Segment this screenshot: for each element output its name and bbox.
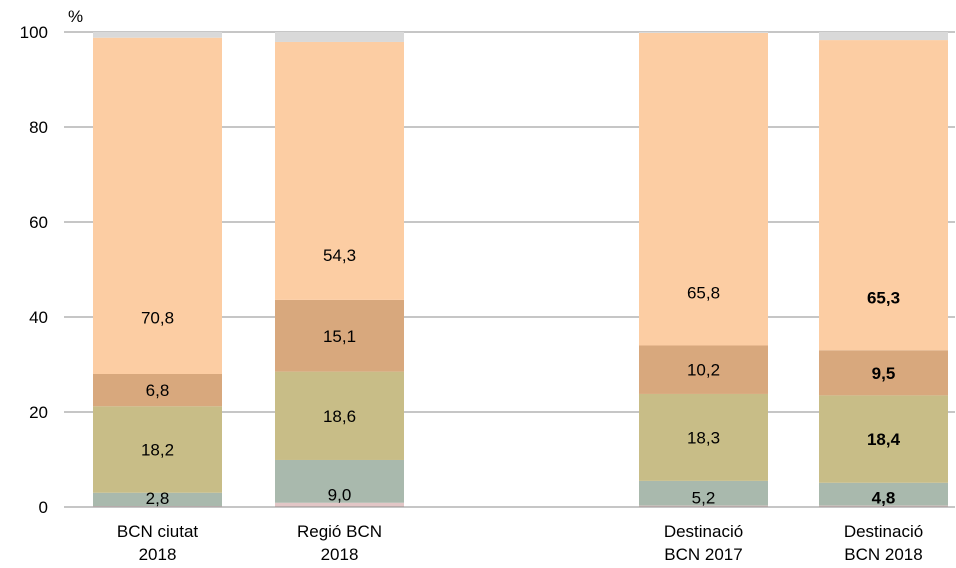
y-tick-label: 100	[20, 23, 48, 42]
data-label: 10,2	[687, 361, 720, 380]
x-category-label: 2018	[139, 545, 177, 564]
data-label: 4,8	[872, 489, 896, 508]
data-label: 65,8	[687, 284, 720, 303]
y-tick-label: 80	[29, 118, 48, 137]
data-label: 70,8	[141, 309, 174, 328]
y-axis: 0 20 40 60 80 100	[20, 23, 48, 517]
bar-segment	[639, 345, 768, 394]
bar-segment	[819, 482, 948, 506]
y-axis-unit-label: %	[68, 7, 83, 26]
x-category-label: BCN 2017	[664, 545, 742, 564]
x-category-label: 2018	[321, 545, 359, 564]
data-label: 54,3	[323, 246, 356, 265]
data-label: 9,0	[328, 486, 352, 505]
x-axis: BCN ciutat 2018 Regió BCN 2018 Destinació BCN…	[64, 506, 955, 564]
data-label: 18,6	[323, 407, 356, 426]
bar-segment	[275, 502, 404, 507]
data-label: 18,4	[867, 430, 901, 449]
y-tick-label: 60	[29, 213, 48, 232]
bar-segment	[93, 32, 222, 38]
bar-segment	[639, 32, 768, 346]
data-label: 65,3	[867, 289, 900, 308]
y-tick-label: 40	[29, 308, 48, 327]
bars	[93, 32, 948, 507]
data-label: 5,2	[692, 489, 716, 508]
bar-segment	[93, 374, 222, 407]
bar-segment	[639, 32, 768, 33]
x-category-label: BCN ciutat	[117, 522, 199, 541]
bar-segment	[819, 32, 948, 41]
bar-segment	[93, 37, 222, 374]
bar-segment	[275, 41, 404, 300]
bar-segment	[639, 393, 768, 481]
bar-segment	[275, 299, 404, 372]
bar-segment	[639, 505, 768, 507]
bar-segment	[275, 32, 404, 42]
bar-segment	[819, 395, 948, 483]
x-category-label: Destinació	[664, 522, 743, 541]
x-category-label: Regió BCN	[297, 522, 382, 541]
data-labels: 2,8 18,2 6,8 70,8 9,0 18,6 15,1 54,3 5,2 18,3 10,2…	[141, 246, 901, 508]
x-category-label: Destinació	[844, 522, 923, 541]
data-label: 15,1	[323, 327, 356, 346]
bar-segment	[275, 371, 404, 460]
data-label: 6,8	[146, 381, 170, 400]
data-label: 9,5	[872, 364, 896, 383]
bar-segment	[819, 40, 948, 351]
bar-segment	[819, 505, 948, 507]
data-label: 2,8	[146, 489, 170, 508]
bar-segment	[275, 459, 404, 503]
data-label: 18,2	[141, 441, 174, 460]
bar-segment	[93, 406, 222, 493]
bar-segment	[93, 492, 222, 507]
data-label: 18,3	[687, 428, 720, 447]
x-category-label: BCN 2018	[844, 545, 922, 564]
bar-segment	[819, 350, 948, 396]
y-tick-label: 0	[39, 498, 48, 517]
bar-segment	[639, 480, 768, 506]
y-tick-label: 20	[29, 403, 48, 422]
